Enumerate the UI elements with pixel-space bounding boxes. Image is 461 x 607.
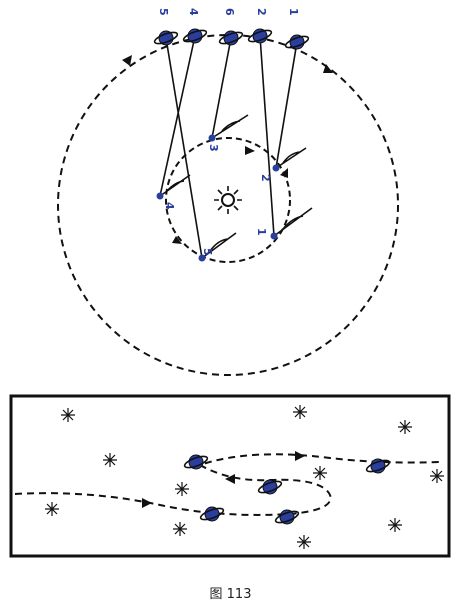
inner-label-5: 5 bbox=[201, 248, 214, 256]
top-label-4: 4 bbox=[187, 8, 200, 16]
figure-caption: 图 113 bbox=[0, 583, 461, 602]
inner-orbit-arrow-1 bbox=[245, 146, 255, 155]
star-icon bbox=[103, 453, 117, 467]
sight-lines bbox=[160, 36, 297, 258]
earth-point-2 bbox=[273, 165, 280, 172]
sky-frame bbox=[11, 396, 449, 556]
star-icon bbox=[293, 405, 307, 419]
sky-panel bbox=[11, 396, 449, 556]
saturn-planet-icon bbox=[365, 458, 390, 474]
path-arrow-3 bbox=[295, 451, 305, 461]
inner-label-4: 4 bbox=[163, 202, 176, 210]
earth-point-4 bbox=[157, 193, 164, 200]
path-arrow-1 bbox=[142, 498, 152, 508]
star-icon bbox=[313, 466, 327, 480]
star-icon bbox=[173, 522, 187, 536]
inner-label-1: 1 bbox=[255, 228, 268, 236]
inner-label-3: 3 bbox=[207, 144, 220, 152]
saturn-planet-icon bbox=[284, 34, 309, 50]
saturn-planet-icon bbox=[182, 28, 207, 44]
top-label-6: 6 bbox=[223, 8, 236, 16]
star-icon bbox=[45, 502, 59, 516]
saturn-planet-icon bbox=[247, 28, 272, 44]
top-label-5: 5 bbox=[157, 8, 170, 16]
earth-point-1 bbox=[271, 233, 278, 240]
star-icon bbox=[61, 408, 75, 422]
sun-icon bbox=[214, 186, 242, 214]
orbit-diagram: 3 2 4 1 5 5 4 6 2 1 bbox=[58, 8, 398, 375]
saturn-planet-icon bbox=[257, 479, 282, 495]
star-icon bbox=[388, 518, 402, 532]
saturn-planet-icon bbox=[218, 30, 243, 46]
outer-orbit-arrow-left bbox=[122, 55, 132, 66]
inner-label-2: 2 bbox=[259, 174, 272, 182]
earth-point-3 bbox=[209, 135, 216, 142]
saturn-planet-icon bbox=[199, 506, 224, 522]
top-label-1: 1 bbox=[287, 8, 300, 16]
star-icon bbox=[297, 535, 311, 549]
top-label-2: 2 bbox=[255, 8, 268, 16]
star-icon bbox=[175, 482, 189, 496]
star-icon bbox=[430, 469, 444, 483]
inner-orbit-arrow-3 bbox=[280, 168, 288, 178]
saturn-planet-icon bbox=[274, 509, 299, 525]
star-icon bbox=[398, 420, 412, 434]
